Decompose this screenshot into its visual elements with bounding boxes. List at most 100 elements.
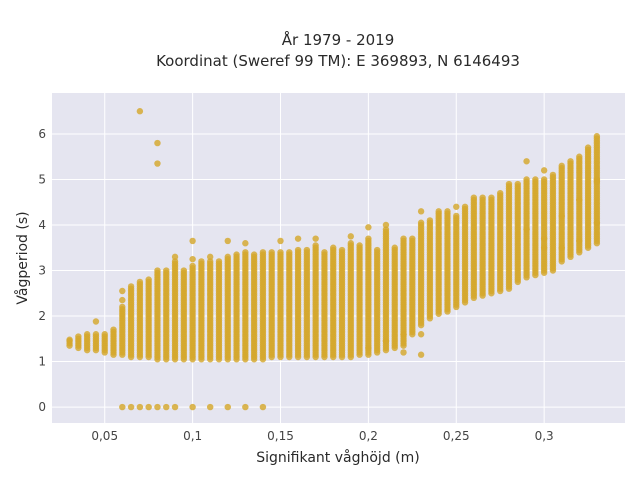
data-column bbox=[145, 276, 152, 411]
data-point bbox=[497, 189, 504, 197]
data-point bbox=[119, 287, 126, 295]
chart-title-line-1: År 1979 - 2019 bbox=[282, 30, 395, 49]
data-column bbox=[154, 139, 161, 411]
data-point bbox=[92, 331, 100, 338]
data-column bbox=[189, 237, 196, 411]
data-point bbox=[312, 235, 319, 242]
data-point bbox=[277, 237, 284, 245]
x-tick-label: 0,1 bbox=[183, 429, 202, 443]
data-column bbox=[356, 242, 363, 358]
data-point bbox=[365, 344, 372, 352]
data-column bbox=[391, 244, 398, 352]
data-column bbox=[303, 246, 311, 361]
data-point bbox=[206, 253, 214, 261]
data-column bbox=[215, 258, 223, 363]
data-point bbox=[242, 249, 249, 256]
data-point bbox=[365, 235, 372, 242]
data-point bbox=[136, 403, 144, 411]
data-column bbox=[171, 253, 179, 411]
data-point bbox=[101, 331, 108, 338]
data-point bbox=[540, 235, 548, 242]
data-column bbox=[294, 235, 302, 361]
data-point bbox=[470, 194, 478, 201]
data-points bbox=[66, 108, 601, 411]
data-point bbox=[453, 212, 460, 220]
data-point bbox=[356, 242, 363, 249]
data-point bbox=[576, 153, 583, 160]
data-column bbox=[321, 249, 328, 361]
data-point bbox=[224, 253, 231, 261]
plot-area bbox=[52, 93, 625, 423]
data-point bbox=[540, 167, 548, 174]
data-point bbox=[426, 217, 434, 224]
data-point bbox=[198, 258, 205, 265]
data-point bbox=[154, 267, 161, 274]
data-column bbox=[417, 208, 425, 358]
y-tick-label: 3 bbox=[38, 264, 46, 278]
data-point bbox=[382, 337, 390, 345]
data-point bbox=[145, 403, 152, 411]
data-column bbox=[558, 162, 565, 265]
data-point bbox=[523, 226, 530, 233]
data-point bbox=[206, 403, 214, 411]
data-column bbox=[198, 258, 205, 363]
x-tick-label: 0,05 bbox=[91, 429, 118, 443]
data-column bbox=[532, 176, 539, 279]
y-tick-label: 4 bbox=[38, 218, 46, 232]
data-point bbox=[417, 208, 425, 215]
data-point bbox=[119, 403, 126, 411]
data-point bbox=[127, 403, 135, 411]
data-point bbox=[400, 235, 407, 242]
data-column bbox=[233, 251, 240, 363]
y-tick-label: 6 bbox=[38, 127, 46, 141]
x-tick-label: 0,15 bbox=[267, 429, 294, 443]
data-point bbox=[154, 139, 161, 147]
data-point bbox=[576, 196, 583, 204]
data-column bbox=[242, 240, 249, 411]
data-point bbox=[417, 219, 425, 226]
data-point bbox=[453, 203, 460, 210]
data-column bbox=[540, 167, 548, 276]
data-column bbox=[409, 235, 416, 338]
data-point bbox=[330, 244, 337, 251]
data-point bbox=[540, 176, 548, 183]
data-point bbox=[347, 240, 355, 247]
data-column bbox=[92, 318, 100, 354]
y-tick-label: 0 bbox=[38, 400, 46, 414]
data-column bbox=[136, 108, 144, 411]
data-point bbox=[400, 349, 407, 356]
data-column bbox=[259, 249, 267, 411]
data-point bbox=[215, 258, 223, 265]
data-point bbox=[136, 108, 144, 115]
data-point bbox=[373, 246, 381, 254]
data-column bbox=[163, 267, 170, 411]
data-point bbox=[558, 212, 565, 220]
data-point bbox=[110, 326, 117, 333]
data-point bbox=[558, 162, 565, 170]
data-column bbox=[83, 331, 91, 354]
data-point bbox=[242, 403, 249, 411]
data-point bbox=[75, 333, 82, 340]
data-point bbox=[189, 262, 196, 270]
y-axis-ticks: 0 1 2 3 4 5 6 bbox=[38, 127, 46, 414]
data-point bbox=[154, 160, 161, 167]
data-point bbox=[127, 283, 135, 290]
data-point bbox=[154, 403, 161, 411]
data-point bbox=[593, 133, 601, 140]
data-point bbox=[558, 244, 565, 251]
data-column bbox=[523, 158, 530, 281]
data-point bbox=[593, 176, 601, 183]
data-point bbox=[233, 251, 240, 258]
data-column bbox=[286, 249, 293, 361]
data-point bbox=[400, 331, 407, 338]
data-point bbox=[391, 244, 398, 251]
data-point bbox=[189, 237, 196, 245]
data-point bbox=[119, 303, 126, 311]
data-column bbox=[505, 180, 513, 292]
y-tick-label: 5 bbox=[38, 172, 46, 186]
data-column bbox=[180, 267, 188, 363]
data-column bbox=[312, 235, 319, 361]
data-point bbox=[576, 237, 583, 245]
data-point bbox=[365, 224, 372, 231]
